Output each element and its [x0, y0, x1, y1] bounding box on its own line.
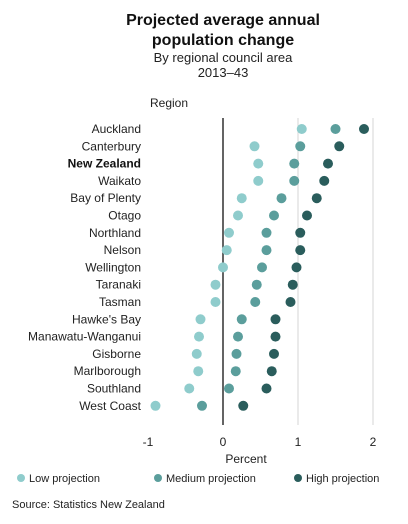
- x-tick-label: 1: [295, 435, 302, 449]
- x-tick-label: 0: [220, 435, 227, 449]
- category-label: Bay of Plenty: [70, 191, 141, 205]
- legend-label: Low projection: [29, 473, 100, 485]
- chart-subtitle-line-1: By regional council area: [154, 50, 294, 65]
- point-low-projection: [236, 193, 247, 204]
- point-high-projection: [359, 124, 369, 134]
- point-high-projection: [269, 348, 279, 359]
- point-low-projection: [150, 400, 161, 411]
- category-label: Tasman: [99, 295, 141, 309]
- point-low-projection: [218, 262, 228, 273]
- category-labels: Auckland Canterbury New Zealand Waikato Bay …: [28, 122, 142, 413]
- legend-label: Medium projection: [166, 473, 256, 485]
- legend-label: High projection: [306, 473, 379, 485]
- point-medium-projection: [230, 366, 241, 377]
- point-high-projection: [295, 227, 306, 238]
- point-medium-projection: [257, 262, 267, 273]
- category-label: New Zealand: [68, 157, 141, 171]
- point-high-projection: [287, 279, 298, 290]
- point-medium-projection: [224, 383, 234, 394]
- point-low-projection: [195, 314, 206, 325]
- point-medium-projection: [233, 331, 243, 342]
- chart-title-line-1: Projected average annual: [126, 12, 320, 29]
- point-low-projection: [249, 141, 260, 152]
- point-high-projection: [319, 175, 330, 186]
- point-high-projection: [270, 314, 281, 325]
- category-label: West Coast: [79, 399, 141, 413]
- point-medium-projection: [276, 193, 287, 204]
- chart-title-line-2: population change: [152, 32, 294, 49]
- category-label: Northland: [89, 226, 141, 240]
- point-medium-projection: [261, 245, 272, 256]
- point-low-projection: [253, 175, 264, 186]
- point-medium-projection: [295, 141, 306, 152]
- point-low-projection: [210, 279, 221, 290]
- legend-marker: [17, 474, 25, 482]
- point-low-projection: [233, 210, 243, 221]
- point-low-projection: [184, 383, 195, 394]
- point-high-projection: [266, 366, 277, 377]
- point-high-projection: [270, 331, 281, 342]
- point-medium-projection: [197, 400, 207, 411]
- category-label: Nelson: [104, 243, 141, 257]
- category-label: Hawke's Bay: [72, 312, 141, 326]
- point-low-projection: [210, 297, 221, 307]
- point-medium-projection: [261, 227, 272, 238]
- category-label: Manawatu-Wanganui: [28, 330, 141, 344]
- category-label: Canterbury: [82, 139, 141, 153]
- point-medium-projection: [236, 314, 247, 325]
- point-high-projection: [302, 210, 312, 221]
- chart-subtitle-line-2: 2013–43: [198, 65, 249, 80]
- grid-lines: [297, 118, 374, 425]
- point-low-projection: [194, 331, 204, 342]
- category-label: Southland: [87, 382, 141, 396]
- legend-marker: [154, 474, 162, 482]
- point-high-projection: [334, 141, 345, 152]
- category-label: Gisborne: [92, 347, 141, 361]
- x-tick-label: -1: [143, 435, 154, 449]
- point-high-projection: [311, 193, 322, 204]
- category-label: Waikato: [98, 174, 141, 188]
- point-medium-projection: [330, 124, 341, 134]
- category-label: Marlborough: [74, 364, 141, 378]
- point-medium-projection: [289, 158, 300, 169]
- point-low-projection: [253, 158, 264, 169]
- point-low-projection: [224, 227, 234, 238]
- point-high-projection: [238, 400, 249, 411]
- point-high-projection: [285, 297, 296, 307]
- y-axis-label: Region: [150, 96, 188, 110]
- legend-marker: [294, 474, 302, 482]
- legend: Low projection Medium projection High proj…: [17, 473, 379, 485]
- category-label: Otago: [108, 209, 141, 223]
- x-axis-label: Percent: [225, 452, 267, 466]
- point-medium-projection: [231, 348, 242, 359]
- category-label: Taranaki: [96, 278, 141, 292]
- point-medium-projection: [250, 297, 261, 307]
- x-tick-label: 2: [370, 435, 377, 449]
- point-low-projection: [296, 124, 307, 134]
- footer: Source: Statistics New Zealand: [12, 499, 165, 511]
- data-points: [150, 124, 369, 411]
- point-high-projection: [291, 262, 302, 273]
- point-high-projection: [295, 245, 306, 256]
- point-medium-projection: [269, 210, 279, 221]
- point-low-projection: [193, 366, 204, 377]
- point-high-projection: [261, 383, 272, 394]
- point-medium-projection: [251, 279, 262, 290]
- point-low-projection: [191, 348, 202, 359]
- chart-titles: Projected average annual population chang…: [126, 12, 320, 80]
- point-low-projection: [221, 245, 232, 256]
- point-high-projection: [323, 158, 333, 169]
- source-note: Source: Statistics New Zealand: [12, 499, 165, 511]
- category-label: Wellington: [85, 260, 141, 274]
- point-medium-projection: [289, 175, 300, 186]
- category-label: Auckland: [92, 122, 141, 136]
